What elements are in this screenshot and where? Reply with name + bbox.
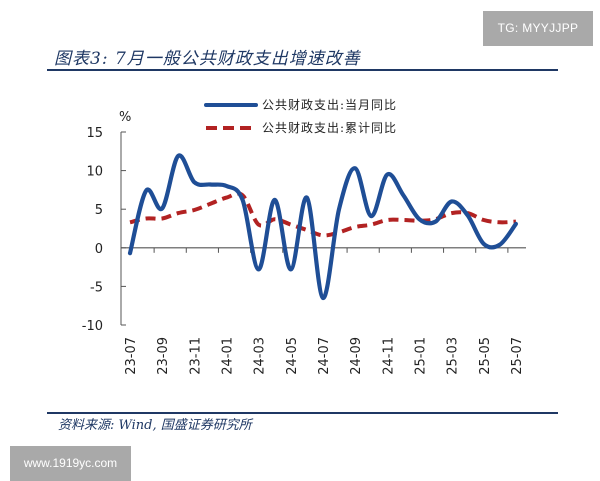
y-tick-label: 5 [95,203,103,218]
point-monthly-yoy-24-12 [402,194,405,197]
point-cumulative-yoy-24-04 [273,218,276,221]
y-tick-label: 0 [95,242,103,257]
point-cumulative-yoy-25-06 [498,221,501,224]
point-monthly-yoy-23-11 [193,181,196,184]
watermark-top: TG: MYYJJPP [483,11,593,46]
point-monthly-yoy-25-05 [482,242,485,245]
point-cumulative-yoy-24-03 [257,223,260,226]
legend-label-cumulative-yoy: 公共财政支出:累计同比 [262,121,397,135]
point-monthly-yoy-24-06 [305,196,308,199]
point-monthly-yoy-24-02 [241,198,244,201]
point-cumulative-yoy-24-07 [321,234,324,237]
y-tick-label: -10 [82,319,103,334]
x-tick-label: 25-07 [510,337,525,375]
x-tick-label: 24-07 [317,337,332,375]
x-tick-label: 24-03 [253,337,268,375]
x-tick-label: 25-01 [413,337,428,375]
figure-title: 图表3: 7月一般公共财政支出增速改善 [54,49,361,69]
series-line-monthly-yoy [127,153,518,301]
point-monthly-yoy-25-06 [498,243,501,246]
point-monthly-yoy-23-08 [145,189,148,192]
x-tick-label: 24-11 [381,337,396,375]
point-cumulative-yoy-24-01 [225,196,228,199]
y-tick-label: 10 [86,165,103,180]
series-lines [127,153,518,301]
y-axis-unit: % [119,110,131,125]
x-tick-label: 24-05 [285,337,300,375]
point-cumulative-yoy-23-07 [129,221,132,224]
y-tick-label: -5 [90,280,103,295]
point-cumulative-yoy-25-03 [450,212,453,215]
point-monthly-yoy-25-04 [466,214,469,217]
point-monthly-yoy-24-09 [354,167,357,170]
point-monthly-yoy-24-08 [338,208,341,211]
axes: 15 10 5 0 -5 -10% 23-07 23-09 23-11 24-01 24-03 24-… [82,110,526,375]
legend-label-monthly-yoy: 公共财政支出:当月同比 [262,98,397,112]
point-monthly-yoy-23-07 [129,252,132,255]
point-cumulative-yoy-23-09 [161,217,164,220]
point-cumulative-yoy-23-11 [193,208,196,211]
point-monthly-yoy-23-10 [177,154,180,157]
y-tick-label: 15 [86,126,103,141]
point-monthly-yoy-24-04 [273,198,276,201]
point-cumulative-yoy-24-10 [370,223,373,226]
watermark-bottom: www.1919yc.com [10,446,131,481]
point-monthly-yoy-25-07 [514,222,517,225]
point-monthly-yoy-24-05 [289,268,292,271]
point-cumulative-yoy-24-12 [402,219,405,222]
point-cumulative-yoy-24-11 [386,219,389,222]
point-cumulative-yoy-24-06 [305,229,308,232]
point-cumulative-yoy-24-05 [289,223,292,226]
source-note: 资料来源: Wind, 国盛证券研究所 [58,418,252,433]
point-monthly-yoy-24-11 [386,173,389,176]
title-divider [47,69,558,71]
point-monthly-yoy-25-01 [418,218,421,221]
point-cumulative-yoy-24-09 [354,225,357,228]
series-line-cumulative-yoy [129,191,517,238]
x-tick-label: 24-09 [349,337,364,375]
x-tick-label: 25-05 [478,337,493,375]
source-divider [47,412,558,414]
x-tick-label: 24-01 [220,337,235,375]
point-cumulative-yoy-25-05 [482,219,485,222]
point-monthly-yoy-24-03 [257,268,260,271]
point-monthly-yoy-25-03 [450,200,453,203]
point-monthly-yoy-23-12 [209,183,212,186]
x-tick-label: 23-11 [188,337,203,375]
point-cumulative-yoy-23-08 [145,217,148,220]
x-tick-label: 23-07 [124,337,139,375]
point-cumulative-yoy-23-10 [177,212,180,215]
x-tick-label: 23-09 [156,337,171,375]
point-monthly-yoy-25-02 [434,220,437,223]
point-monthly-yoy-24-10 [370,215,373,218]
point-cumulative-yoy-23-12 [209,202,212,205]
point-monthly-yoy-23-09 [161,207,164,210]
point-monthly-yoy-24-07 [321,296,324,299]
x-tick-label: 25-03 [446,337,461,375]
point-cumulative-yoy-24-08 [338,231,341,234]
point-monthly-yoy-24-01 [225,185,228,188]
